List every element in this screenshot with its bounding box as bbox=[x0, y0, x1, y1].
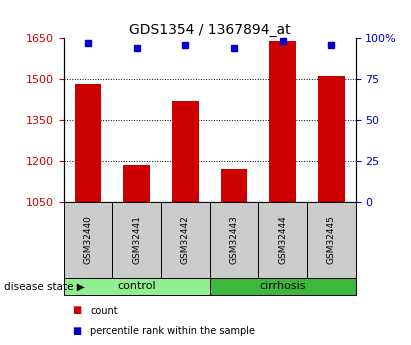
Bar bbox=[123, 165, 150, 202]
Text: percentile rank within the sample: percentile rank within the sample bbox=[90, 326, 255, 336]
Bar bbox=[210, 278, 356, 295]
Text: disease state ▶: disease state ▶ bbox=[4, 282, 85, 291]
Bar bbox=[75, 85, 102, 202]
Text: GSM32444: GSM32444 bbox=[278, 215, 287, 264]
Bar bbox=[112, 202, 161, 278]
Bar bbox=[221, 169, 247, 202]
Text: GSM32443: GSM32443 bbox=[229, 215, 238, 264]
Bar bbox=[172, 101, 199, 202]
Text: ■: ■ bbox=[72, 306, 81, 315]
Text: GSM32442: GSM32442 bbox=[181, 215, 190, 264]
Bar bbox=[307, 202, 356, 278]
Text: ■: ■ bbox=[72, 326, 81, 336]
Bar bbox=[318, 76, 344, 202]
Text: count: count bbox=[90, 306, 118, 315]
Text: control: control bbox=[118, 282, 156, 291]
Title: GDS1354 / 1367894_at: GDS1354 / 1367894_at bbox=[129, 23, 291, 37]
Text: GSM32440: GSM32440 bbox=[83, 215, 92, 264]
Bar bbox=[258, 202, 307, 278]
Text: GSM32441: GSM32441 bbox=[132, 215, 141, 264]
Bar bbox=[269, 41, 296, 202]
Bar bbox=[161, 202, 210, 278]
Text: cirrhosis: cirrhosis bbox=[259, 282, 306, 291]
Text: GSM32445: GSM32445 bbox=[327, 215, 336, 264]
Bar bbox=[210, 202, 258, 278]
Bar bbox=[64, 202, 112, 278]
Bar bbox=[64, 278, 210, 295]
